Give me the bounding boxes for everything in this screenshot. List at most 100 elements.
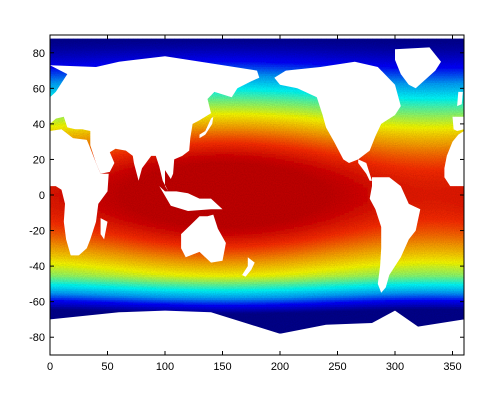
temperature-cell (229, 118, 235, 121)
temperature-cell (280, 122, 286, 125)
temperature-cell (303, 106, 309, 109)
temperature-cell (132, 49, 138, 52)
temperature-cell (261, 123, 267, 127)
temperature-cell (266, 77, 272, 81)
temperature-cell (174, 43, 180, 47)
temperature-cell (293, 93, 299, 97)
temperature-cell (293, 61, 299, 65)
temperature-cell (390, 59, 396, 63)
temperature-cell (399, 107, 405, 111)
temperature-cell (303, 97, 309, 100)
temperature-cell (427, 107, 433, 111)
temperature-cell (418, 102, 424, 105)
temperature-cell (445, 58, 451, 61)
temperature-cell (252, 106, 258, 109)
temperature-cell (96, 47, 102, 50)
temperature-cell (224, 109, 230, 113)
temperature-cell (307, 118, 313, 121)
temperature-cell (86, 40, 92, 43)
temperature-cell (220, 100, 226, 104)
temperature-cell (261, 70, 267, 73)
temperature-cell (280, 68, 286, 72)
temperature-cell (441, 106, 447, 109)
temperature-cell (201, 125, 207, 129)
temperature-cell (247, 81, 253, 84)
temperature-cell (178, 40, 184, 43)
temperature-cell (266, 67, 272, 70)
temperature-cell (266, 84, 272, 88)
temperature-cell (270, 99, 276, 102)
temperature-cell (450, 86, 456, 89)
temperature-cell (344, 49, 350, 52)
temperature-cell (431, 90, 437, 93)
temperature-cell (445, 67, 451, 70)
temperature-cell (441, 99, 447, 102)
temperature-cell (252, 91, 258, 95)
temperature-cell (220, 120, 226, 123)
temperature-cell (50, 58, 56, 61)
temperature-cell (404, 129, 410, 132)
temperature-cell (436, 49, 442, 52)
temperature-cell (68, 40, 74, 43)
temperature-cell (54, 122, 60, 125)
temperature-cell (321, 54, 327, 57)
temperature-cell (390, 120, 396, 123)
temperature-cell (395, 72, 401, 75)
temperature-cell (82, 47, 88, 50)
temperature-cell (312, 107, 318, 111)
temperature-cell (381, 125, 387, 129)
temperature-cell (261, 125, 267, 129)
temperature-cell (119, 52, 125, 56)
temperature-cell (293, 95, 299, 98)
temperature-cell (82, 51, 88, 54)
temperature-cell (316, 115, 322, 118)
temperature-cell (418, 91, 424, 95)
temperature-cell (427, 90, 433, 93)
temperature-cell (275, 109, 281, 113)
temperature-cell (234, 58, 240, 61)
temperature-cell (316, 131, 322, 134)
temperature-cell (155, 47, 161, 50)
temperature-cell (54, 81, 60, 84)
temperature-cell (376, 38, 382, 41)
temperature-cell (362, 52, 368, 56)
temperature-cell (436, 84, 442, 88)
temperature-cell (275, 58, 281, 61)
temperature-cell (454, 47, 460, 50)
temperature-cell (422, 116, 428, 120)
temperature-cell (284, 43, 290, 47)
temperature-cell (128, 47, 134, 50)
temperature-cell (431, 72, 437, 75)
temperature-cell (344, 40, 350, 43)
temperature-cell (229, 43, 235, 47)
temperature-cell (353, 45, 359, 49)
temperature-cell (372, 52, 378, 56)
temperature-cell (445, 84, 451, 88)
temperature-cell (431, 47, 437, 50)
temperature-cell (257, 56, 263, 59)
temperature-cell (119, 49, 125, 52)
temperature-cell (450, 75, 456, 79)
temperature-cell (441, 43, 447, 47)
temperature-cell (261, 56, 267, 59)
temperature-cell (280, 54, 286, 57)
temperature-cell (367, 45, 373, 49)
temperature-cell (247, 47, 253, 50)
temperature-cell (390, 118, 396, 121)
temperature-cell (427, 95, 433, 98)
temperature-cell (431, 100, 437, 104)
temperature-cell (390, 49, 396, 52)
temperature-cell (284, 99, 290, 102)
temperature-cell (395, 122, 401, 125)
temperature-cell (100, 54, 106, 57)
temperature-cell (234, 106, 240, 109)
temperature-cell (381, 134, 387, 137)
temperature-cell (224, 59, 230, 63)
temperature-cell (321, 59, 327, 63)
temperature-cell (266, 113, 272, 116)
temperature-cell (243, 52, 249, 56)
temperature-cell (280, 63, 286, 66)
temperature-cell (128, 52, 134, 56)
temperature-cell (68, 45, 74, 49)
temperature-cell (220, 116, 226, 120)
